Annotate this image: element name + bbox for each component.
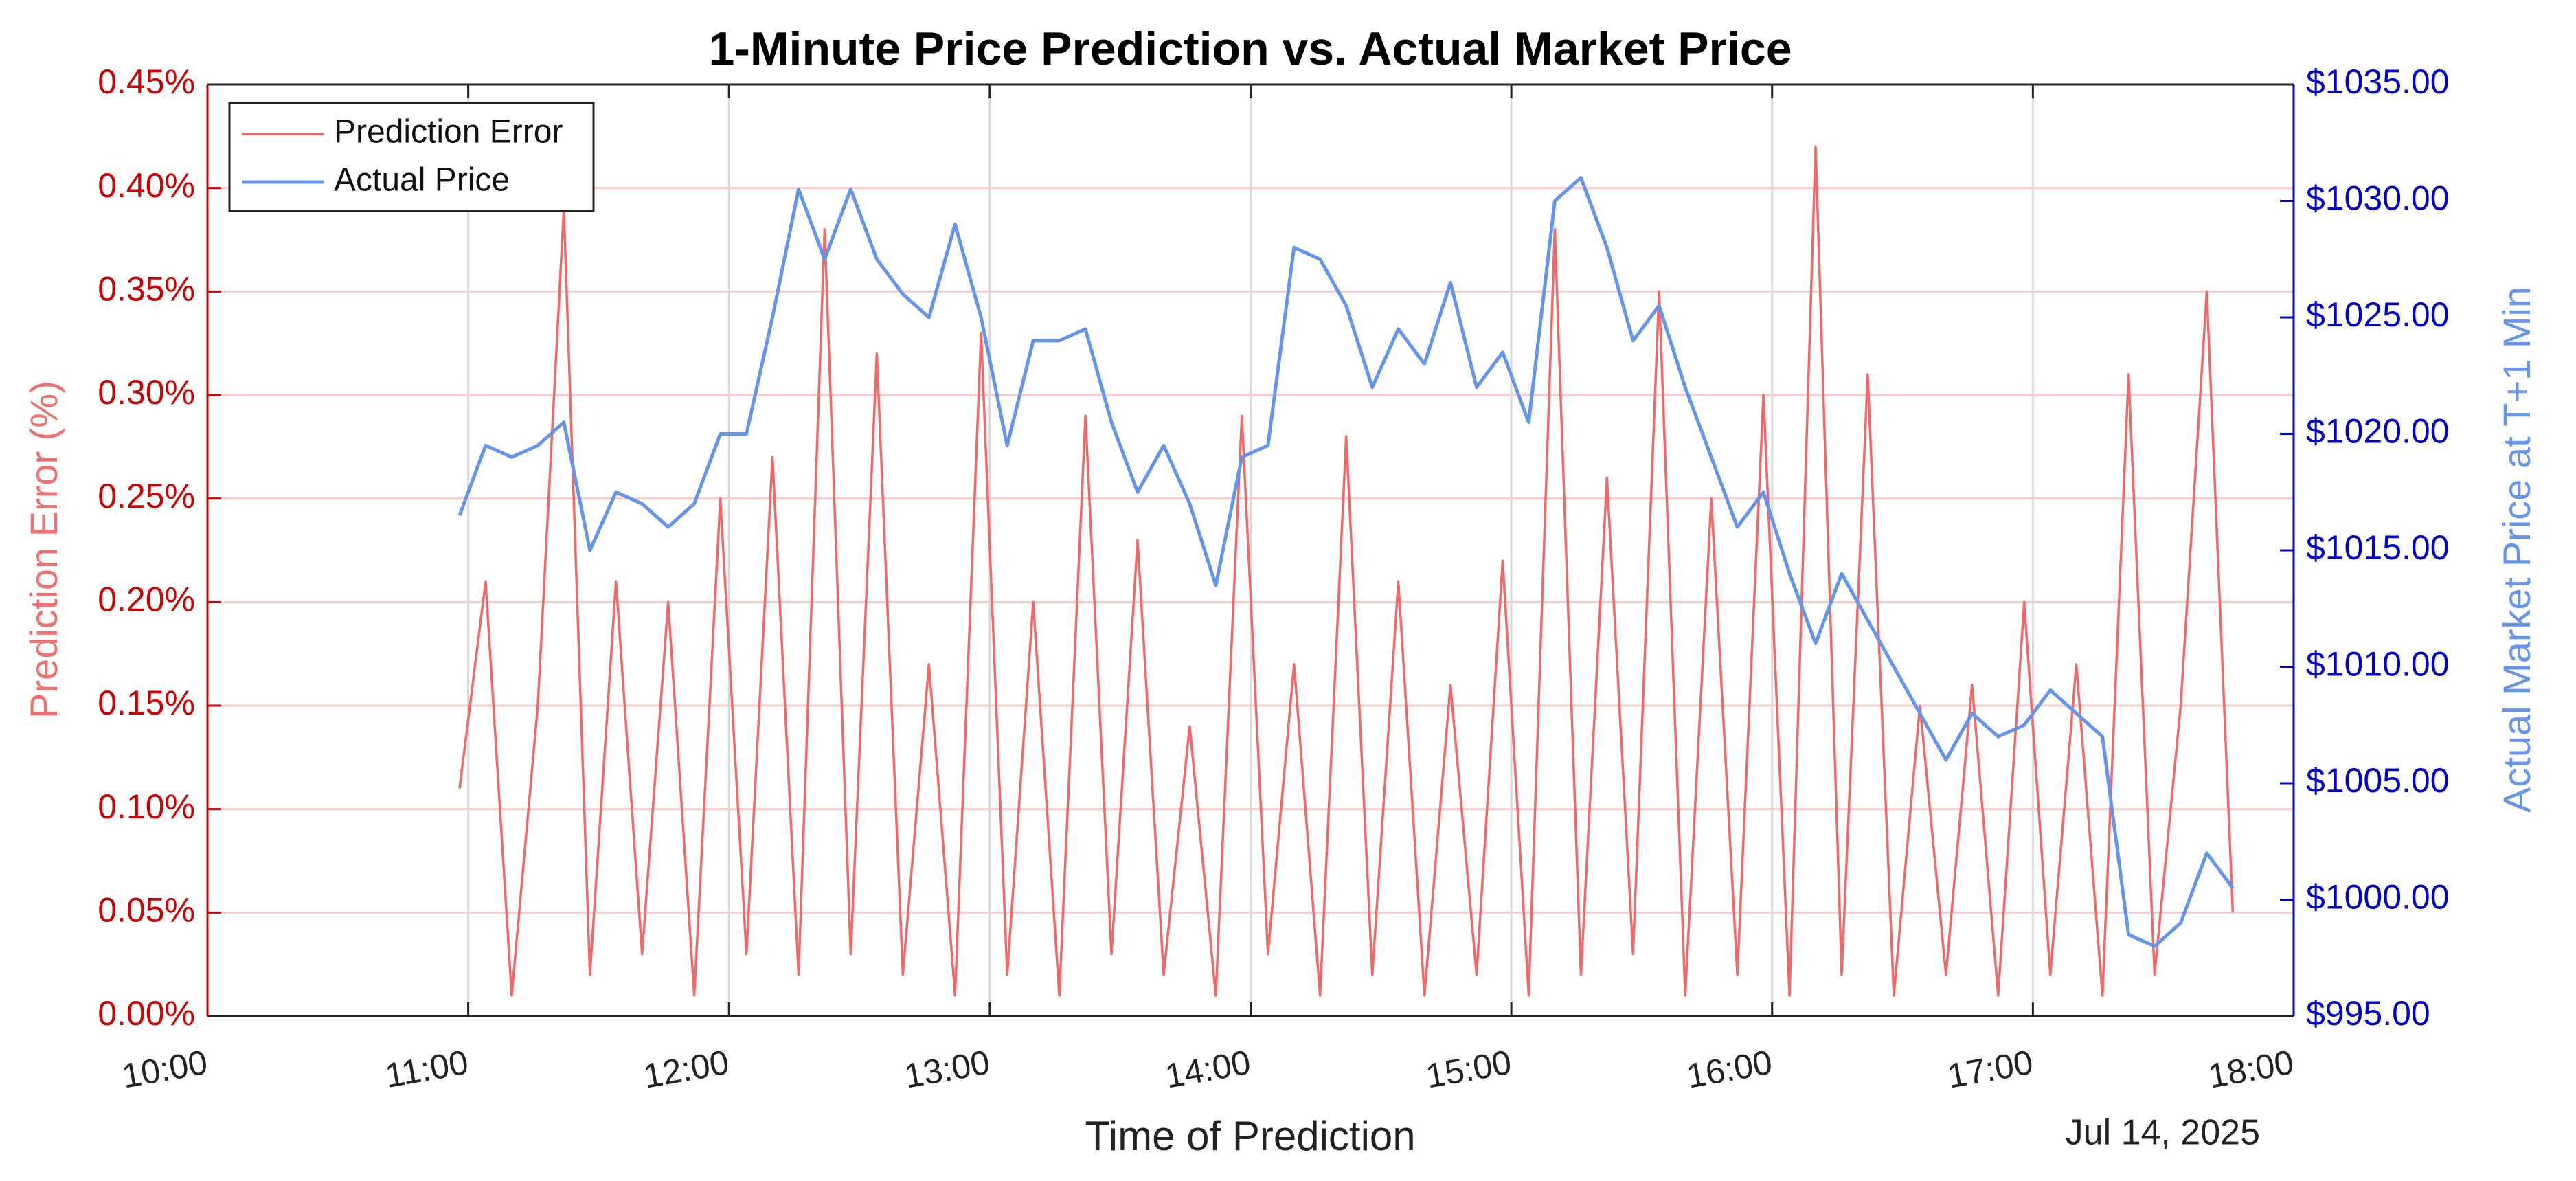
y2-tick-label: $1025.00 [2306, 295, 2450, 334]
y2-tick-label: $1015.00 [2306, 528, 2450, 567]
y2-tick-label: $1020.00 [2306, 412, 2450, 451]
legend-label: Prediction Error [334, 114, 563, 150]
legend: Prediction Error Actual Price [228, 102, 595, 212]
y2-tick-label: $1010.00 [2306, 645, 2450, 684]
y2-tick-label: $995.00 [2306, 994, 2430, 1033]
y-tick-label: 0.25% [98, 477, 195, 515]
y2-axis-label: Actual Market Price at T+1 Min [2495, 286, 2538, 813]
y-tick-label: 0.40% [98, 166, 195, 205]
y-tick-label: 0.05% [98, 891, 195, 930]
y2-tick-label: $1000.00 [2306, 878, 2450, 916]
chart-title: 1-Minute Price Prediction vs. Actual Mar… [708, 23, 1792, 75]
x-axis-label: Time of Prediction [1085, 1113, 1415, 1159]
y2-tick-label: $1005.00 [2306, 761, 2450, 800]
legend-label: Actual Price [334, 162, 510, 199]
legend-box [228, 102, 595, 212]
y2-tick-label: $1030.00 [2306, 179, 2450, 218]
series-line [458, 145, 2235, 997]
series-line [457, 176, 2235, 948]
y-tick-label: 0.35% [98, 270, 195, 308]
y-tick-label: 0.15% [98, 684, 195, 722]
y-tick-label: 0.20% [98, 581, 195, 619]
y-axis-label: Prediction Error (%) [22, 381, 65, 719]
y-tick-label: 0.30% [98, 373, 195, 412]
y2-tick-label: $1035.00 [2306, 63, 2450, 101]
y-tick-label: 0.00% [98, 994, 195, 1033]
x-date-label: Jul 14, 2025 [2066, 1113, 2260, 1153]
y-tick-label: 0.10% [98, 787, 195, 826]
y-tick-label: 0.45% [98, 63, 195, 101]
